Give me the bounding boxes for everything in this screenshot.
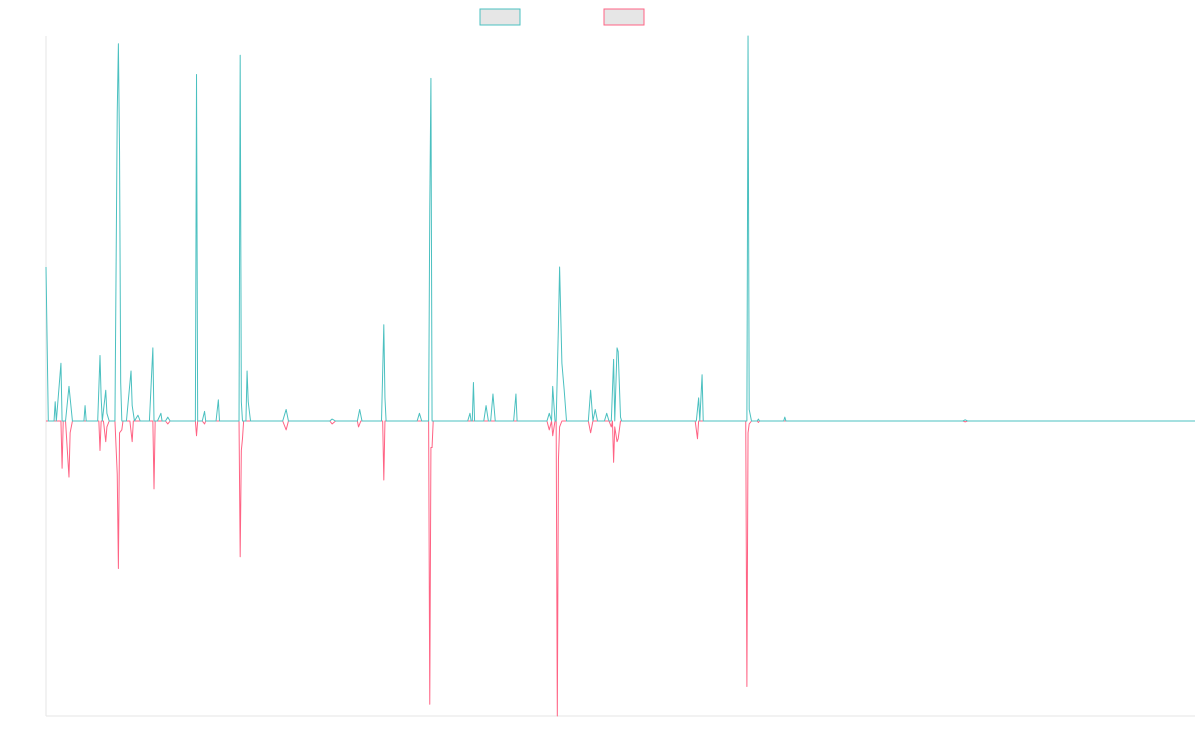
legend	[479, 8, 645, 26]
legend-swatch-series-1[interactable]	[479, 8, 521, 26]
series-layer	[45, 35, 1195, 717]
legend-swatch-series-2[interactable]	[603, 8, 645, 26]
series-line-2	[46, 420, 1195, 717]
series-line-1	[45, 35, 1195, 422]
